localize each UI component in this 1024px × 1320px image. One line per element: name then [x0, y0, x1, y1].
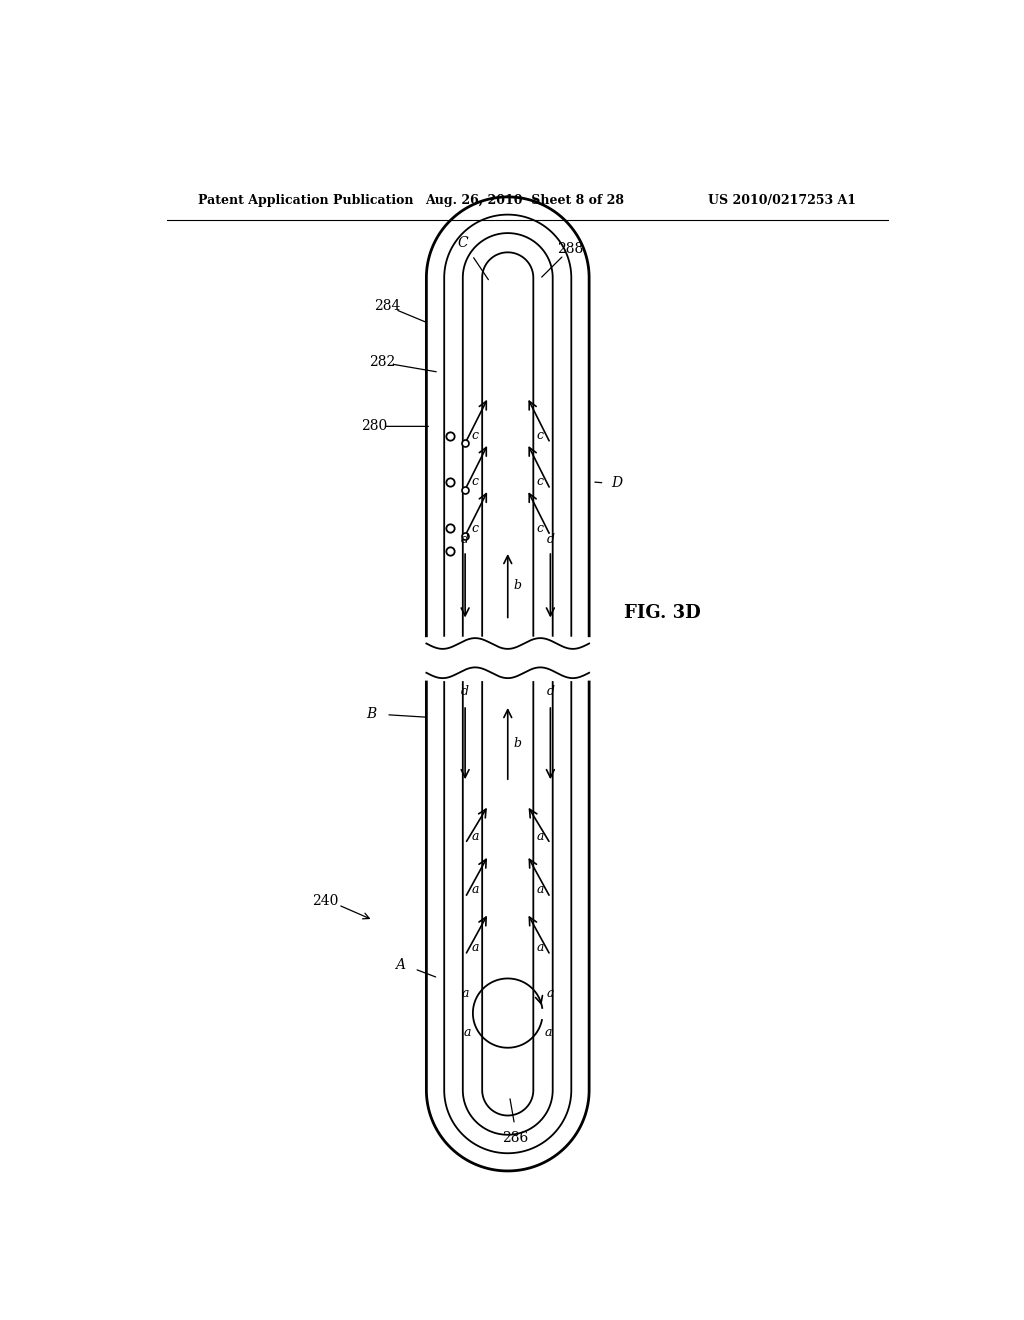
Text: a: a — [537, 941, 544, 954]
Text: a: a — [464, 1026, 471, 1039]
Text: FIG. 3D: FIG. 3D — [624, 603, 700, 622]
Text: a: a — [471, 883, 479, 896]
Text: B: B — [366, 708, 376, 721]
Text: b: b — [513, 579, 521, 593]
Text: Patent Application Publication: Patent Application Publication — [198, 194, 414, 207]
Text: a: a — [537, 829, 544, 842]
Text: a: a — [462, 987, 469, 1001]
Text: c: c — [472, 429, 478, 442]
Text: d: d — [461, 533, 469, 546]
Text: 288: 288 — [557, 243, 583, 256]
Text: d: d — [547, 533, 554, 546]
Text: b: b — [513, 737, 521, 750]
Text: 280: 280 — [361, 420, 387, 433]
Text: 286: 286 — [503, 1131, 528, 1144]
Text: C: C — [458, 236, 468, 249]
Text: 284: 284 — [375, 300, 400, 313]
Text: D: D — [611, 477, 623, 490]
Text: d: d — [461, 685, 469, 698]
Text: a: a — [471, 829, 479, 842]
Text: a: a — [471, 941, 479, 954]
Text: c: c — [472, 475, 478, 488]
Text: Aug. 26, 2010  Sheet 8 of 28: Aug. 26, 2010 Sheet 8 of 28 — [425, 194, 625, 207]
Text: 240: 240 — [312, 895, 339, 908]
Text: A: A — [395, 958, 406, 973]
Text: c: c — [537, 475, 544, 488]
Text: a: a — [545, 1026, 552, 1039]
Text: c: c — [472, 521, 478, 535]
Text: c: c — [537, 521, 544, 535]
Text: 282: 282 — [369, 355, 395, 370]
Text: a: a — [537, 883, 544, 896]
Text: US 2010/0217253 A1: US 2010/0217253 A1 — [709, 194, 856, 207]
Text: c: c — [537, 429, 544, 442]
Text: d: d — [547, 685, 554, 698]
Text: a: a — [547, 987, 554, 1001]
